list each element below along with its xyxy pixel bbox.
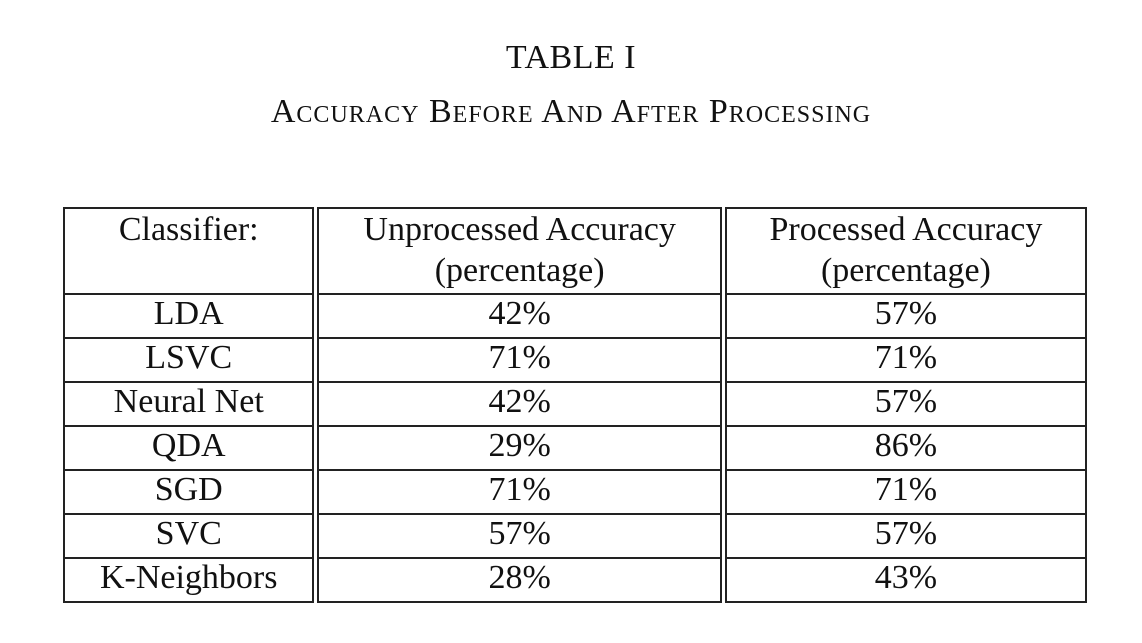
table-row: LSVC 71% 71% — [63, 337, 1087, 383]
table-number: TABLE I — [505, 39, 637, 76]
cell-classifier: Neural Net — [63, 381, 320, 427]
cell-processed-accuracy: 43% — [722, 557, 1087, 603]
cell-classifier: LSVC — [63, 337, 320, 383]
header-classifier-label: Classifier: — [118, 211, 259, 248]
header-unprocessed-line1: Unprocessed Accuracy — [363, 211, 676, 248]
cell-unprocessed-accuracy: 28% — [314, 557, 727, 603]
table-caption: Accuracy Before And After Processing — [270, 93, 872, 130]
cell-unprocessed-accuracy: 29% — [314, 425, 727, 471]
header-processed-accuracy: Processed Accuracy (percentage) — [722, 207, 1087, 295]
cell-unprocessed-accuracy: 71% — [314, 469, 727, 515]
header-processed-line1: Processed Accuracy — [769, 211, 1043, 248]
table-row: QDA 29% 86% — [63, 425, 1087, 471]
cell-classifier: SVC — [63, 513, 320, 559]
cell-processed-accuracy: 57% — [722, 381, 1087, 427]
cell-processed-accuracy: 57% — [722, 293, 1087, 339]
cell-unprocessed-accuracy: 71% — [314, 337, 727, 383]
table-row: SGD 71% 71% — [63, 469, 1087, 515]
cell-unprocessed-accuracy: 42% — [314, 293, 727, 339]
header-row: Classifier: Unprocessed Accuracy (percen… — [63, 207, 1087, 295]
header-unprocessed-accuracy: Unprocessed Accuracy (percentage) — [314, 207, 727, 295]
cell-classifier: SGD — [63, 469, 320, 515]
accuracy-table: Classifier: Unprocessed Accuracy (percen… — [63, 207, 1087, 603]
table-row: K-Neighbors 28% 43% — [63, 557, 1087, 603]
table-row: LDA 42% 57% — [63, 293, 1087, 339]
table-row: SVC 57% 57% — [63, 513, 1087, 559]
cell-processed-accuracy: 71% — [722, 337, 1087, 383]
table-row: Neural Net 42% 57% — [63, 381, 1087, 427]
table-header: Classifier: Unprocessed Accuracy (percen… — [63, 207, 1087, 295]
header-unprocessed-line2: (percentage) — [434, 252, 605, 289]
cell-classifier: LDA — [63, 293, 320, 339]
header-processed-line2: (percentage) — [820, 252, 991, 289]
header-classifier: Classifier: — [63, 207, 320, 295]
cell-processed-accuracy: 86% — [722, 425, 1087, 471]
cell-unprocessed-accuracy: 57% — [314, 513, 727, 559]
cell-unprocessed-accuracy: 42% — [314, 381, 727, 427]
cell-processed-accuracy: 57% — [722, 513, 1087, 559]
table-body: LDA 42% 57% LSVC 71% 71% Neural Net 42% … — [63, 293, 1087, 603]
cell-processed-accuracy: 71% — [722, 469, 1087, 515]
cell-classifier: K-Neighbors — [63, 557, 320, 603]
cell-classifier: QDA — [63, 425, 320, 471]
